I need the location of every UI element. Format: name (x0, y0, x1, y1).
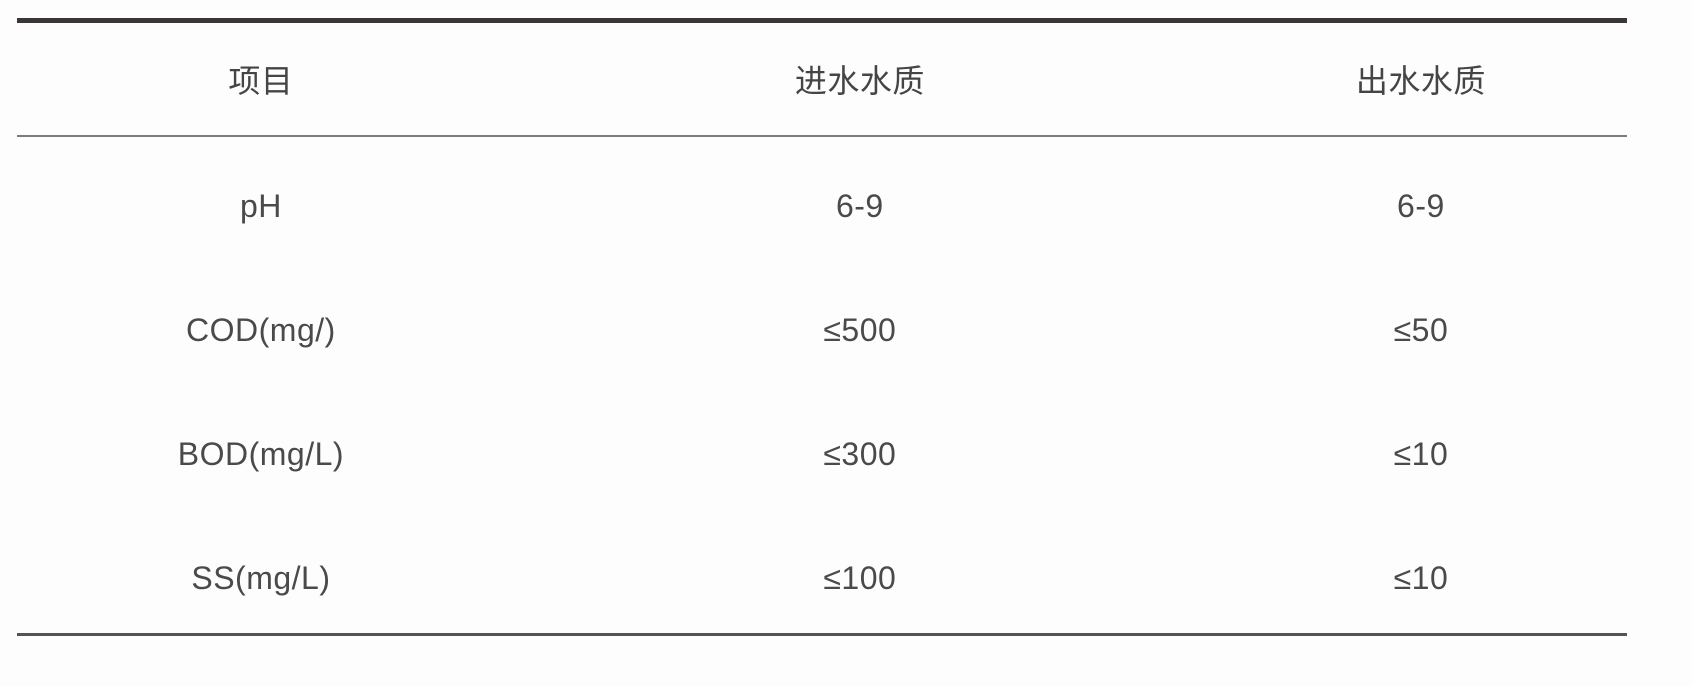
cell-parameter: pH (239, 187, 282, 224)
water-quality-table: 项目 进水水质 出水水质 pH 6-9 6-9 COD(mg/) ≤500 ≤5… (17, 18, 1627, 636)
table-row-bod: BOD(mg/L) ≤300 ≤10 (17, 385, 1627, 509)
table-top-border (17, 18, 1627, 23)
cell-effluent-value: 6-9 (1397, 187, 1445, 224)
table-header-divider (17, 135, 1627, 137)
header-cell-effluent-quality: 出水水质 (1355, 63, 1486, 99)
table-row-ss: SS(mg/L) ≤100 ≤10 (17, 509, 1627, 633)
cell-effluent-value: ≤10 (1393, 559, 1449, 596)
cell-parameter: COD(mg/) (186, 311, 336, 348)
cell-parameter: SS(mg/L) (191, 559, 331, 596)
cell-influent-value: ≤500 (823, 311, 897, 348)
header-cell-influent-quality: 进水水质 (794, 63, 925, 99)
table-bottom-border (17, 633, 1627, 636)
cell-influent-value: 6-9 (835, 187, 884, 224)
cell-influent-value: ≤300 (823, 435, 897, 472)
table-row-ph: pH 6-9 6-9 (17, 137, 1627, 261)
table-body: pH 6-9 6-9 COD(mg/) ≤500 ≤50 BOD(mg/L) ≤… (17, 137, 1627, 633)
table-header-row: 项目 进水水质 出水水质 (17, 23, 1627, 135)
header-cell-item: 项目 (228, 63, 294, 99)
cell-parameter: BOD(mg/L) (177, 435, 345, 472)
cell-effluent-value: ≤50 (1393, 311, 1449, 348)
cell-influent-value: ≤100 (823, 559, 897, 596)
cell-effluent-value: ≤10 (1393, 435, 1449, 472)
table-row-cod: COD(mg/) ≤500 ≤50 (17, 261, 1627, 385)
